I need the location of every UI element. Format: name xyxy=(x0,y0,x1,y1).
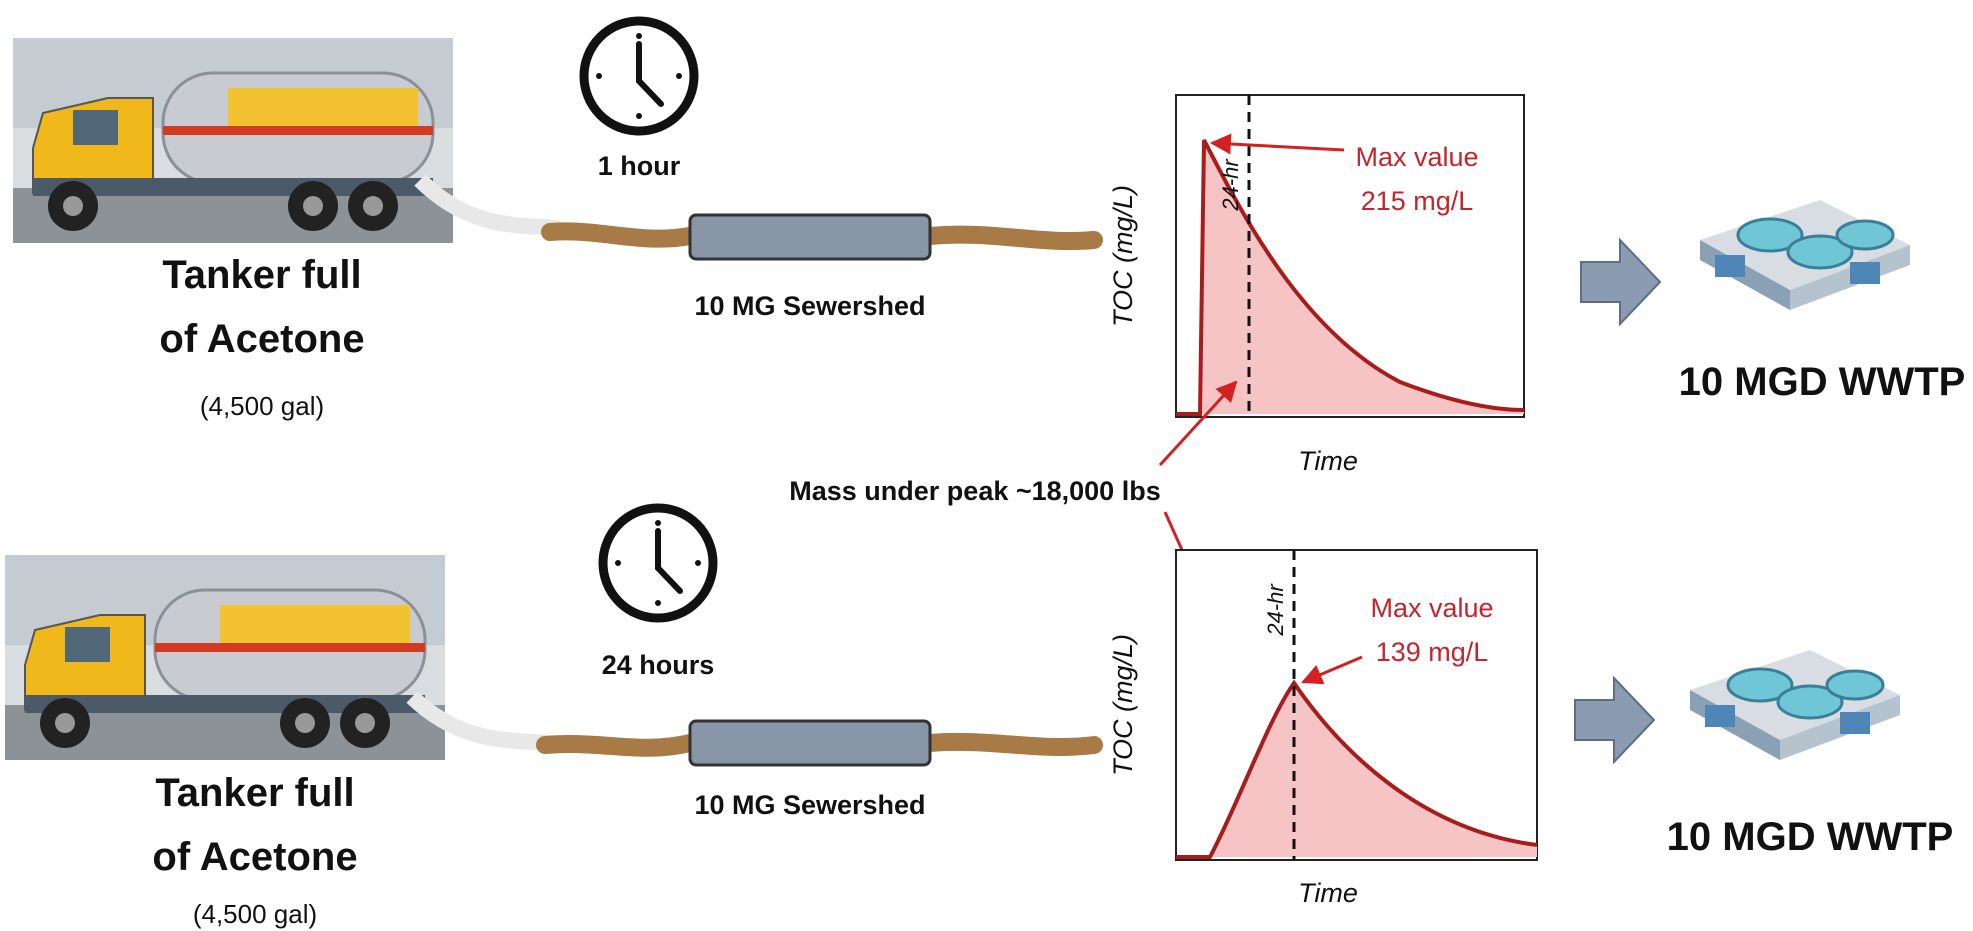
tanker-label: of Acetone xyxy=(152,835,357,879)
sewer-line xyxy=(536,732,1103,757)
curve-area xyxy=(1176,683,1537,857)
x-axis-label: Time xyxy=(1298,878,1358,908)
max-value: 139 mg/L xyxy=(1376,637,1489,667)
tanker-label: Tanker full xyxy=(155,771,354,815)
wwtp-icon xyxy=(1688,648,1902,762)
annotation-arrow xyxy=(1158,380,1238,467)
pointer-arrow xyxy=(1301,655,1363,685)
max-value: 215 mg/L xyxy=(1361,186,1474,216)
y-axis-label: TOC (mg/L) xyxy=(1108,185,1138,327)
volume: (4,500 gal) xyxy=(200,391,324,421)
pipe xyxy=(688,719,932,767)
tanker-label: of Acetone xyxy=(159,317,364,361)
sewershed-label: 10 MG Sewershed xyxy=(694,291,925,321)
clock-icon xyxy=(584,21,694,131)
annotation: Mass under peak ~18,000 lbs xyxy=(789,476,1160,506)
tanker-label: Tanker full xyxy=(162,253,361,297)
pipe xyxy=(688,213,932,261)
wwtp-icon xyxy=(1698,198,1912,312)
plant-label: 10 MGD WWTP xyxy=(1667,815,1954,859)
volume: (4,500 gal) xyxy=(193,899,317,929)
max-label: Max value xyxy=(1355,142,1478,172)
clock-icon xyxy=(603,508,713,618)
sewer-line xyxy=(541,222,1103,251)
sewershed-label: 10 MG Sewershed xyxy=(694,790,925,820)
marker-label: 24-hr xyxy=(1263,583,1288,637)
pointer-arrow xyxy=(1209,133,1345,155)
marker-label: 24-hr xyxy=(1218,158,1243,212)
scenario: 24 hours Tanker full of Acetone (4,500 g… xyxy=(3,508,1954,929)
plant-label: 10 MGD WWTP xyxy=(1679,360,1966,404)
flow-arrow xyxy=(1580,237,1662,327)
scenario: 1 hour Tanker full of Acetone (4,500 gal… xyxy=(11,21,1966,476)
duration: 24 hours xyxy=(602,650,715,680)
tanker-truck xyxy=(3,553,447,762)
curve xyxy=(1176,139,1525,416)
tanker-truck xyxy=(11,36,455,245)
curve xyxy=(1176,679,1538,859)
x-axis-label: Time xyxy=(1298,446,1358,476)
curve-area xyxy=(1176,140,1524,414)
duration: 1 hour xyxy=(598,151,681,181)
flow-arrow xyxy=(1574,675,1656,765)
max-label: Max value xyxy=(1370,593,1493,623)
y-axis-label: TOC (mg/L) xyxy=(1108,634,1138,776)
